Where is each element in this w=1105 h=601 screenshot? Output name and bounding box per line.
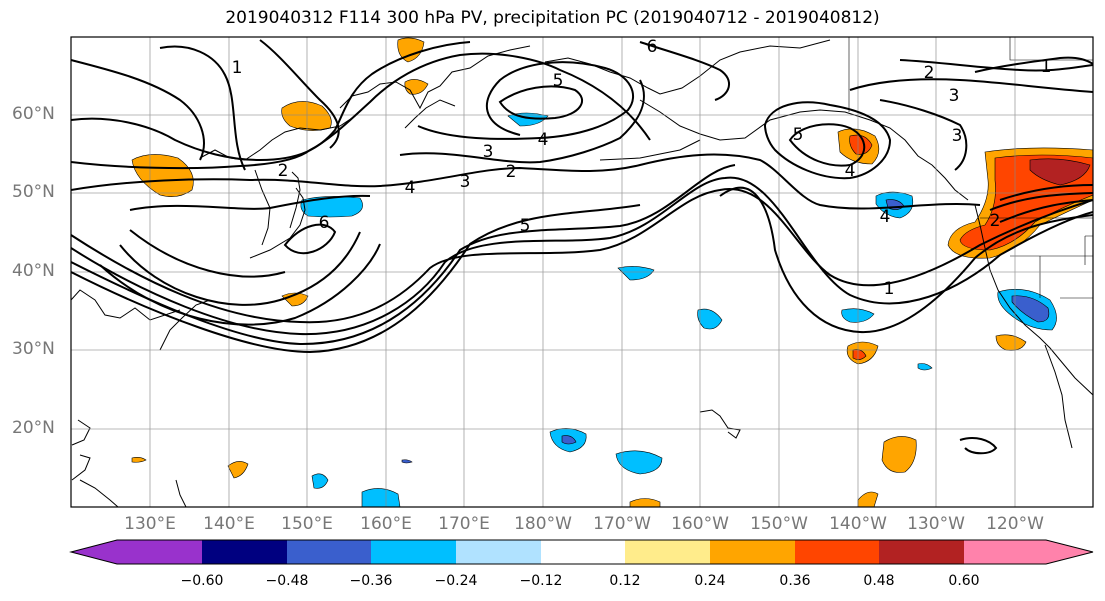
contour-label: 4 [845,161,856,181]
lon-label: 160°E [360,514,412,534]
contour-label: 1 [1041,57,1052,77]
lon-label: 140°E [203,514,255,534]
contour-label: 4 [880,207,891,227]
contour-label: 1 [884,279,895,299]
contour-label: 6 [647,37,658,57]
colorbar-tick-label: −0.48 [265,573,309,589]
colorbar-bin [795,540,879,564]
colorbar-bin [456,540,541,564]
colorbar-tick-label: −0.36 [349,573,393,589]
colorbar-tick-label: −0.24 [434,573,478,589]
contour-label: 5 [553,71,564,91]
contour-label-group: 1 2 3 4 5 6 2 3 4 5 6 5 4 2 3 3 1 4 1 2 [232,37,1052,299]
colorbar-bin [202,540,287,564]
colorbar-bin [964,540,1046,564]
contour-label: 3 [949,86,960,106]
colorbar-bin [625,540,710,564]
colorbar-tick-label: 0.24 [694,573,726,589]
contour-label: 5 [520,216,531,236]
colorbar-tick-label: 0.12 [609,573,641,589]
contour-label: 4 [538,130,549,150]
colorbar-bin [879,540,964,564]
lon-label: 170°W [593,514,651,534]
lon-label: 120°W [986,514,1044,534]
contour-label: 3 [460,172,471,192]
colorbar-bin [117,540,202,564]
colorbar-tick-label: 0.36 [779,573,811,589]
lon-label: 130°E [124,514,176,534]
colorbar-outline [69,539,1094,565]
colorbar-tick-label: 0.48 [863,573,895,589]
colorbar-bin [541,540,625,564]
lon-label: 130°W [907,514,965,534]
colorbar-tick-label: −0.60 [180,573,224,589]
colorbar-tick-label: 0.60 [948,573,980,589]
lat-label: 40°N [12,261,55,281]
contour-label: 2 [278,161,289,181]
contour-label: 3 [952,126,963,146]
contour-label: 6 [319,213,330,233]
precip-positive-areas [131,37,1093,507]
lon-label: 140°W [829,514,887,534]
contour-label: 2 [990,211,1001,231]
contour-label: 1 [232,58,243,78]
contour-label: 4 [405,178,416,198]
lat-label: 60°N [12,104,55,124]
precip-negative-areas [300,112,1057,507]
map-frame [70,36,1094,508]
lon-label: 150°W [750,514,808,534]
coastlines [71,39,1093,507]
lon-label: 160°W [671,514,729,534]
lon-label: 180°W [514,514,572,534]
contour-label: 2 [924,63,935,83]
lat-label: 30°N [12,339,55,359]
colorbar-extend-min [71,540,117,564]
contour-label: 5 [793,125,804,145]
pv-contours [71,39,1093,455]
colorbar-bin [710,540,795,564]
colorbar-extend-max [1046,540,1093,564]
colorbar-bin [287,540,371,564]
contour-label: 2 [506,162,517,182]
map-title: 2019040312 F114 300 hPa PV, precipitatio… [225,8,880,28]
contour-label: 3 [483,142,494,162]
borders [848,37,1093,299]
colorbar-bin [371,540,456,564]
lat-label: 50°N [12,182,55,202]
lon-label: 150°E [281,514,333,534]
colorbar [69,539,1094,565]
colorbar-tick-label: −0.12 [519,573,563,589]
lat-label: 20°N [12,418,55,438]
lon-label: 170°E [438,514,490,534]
